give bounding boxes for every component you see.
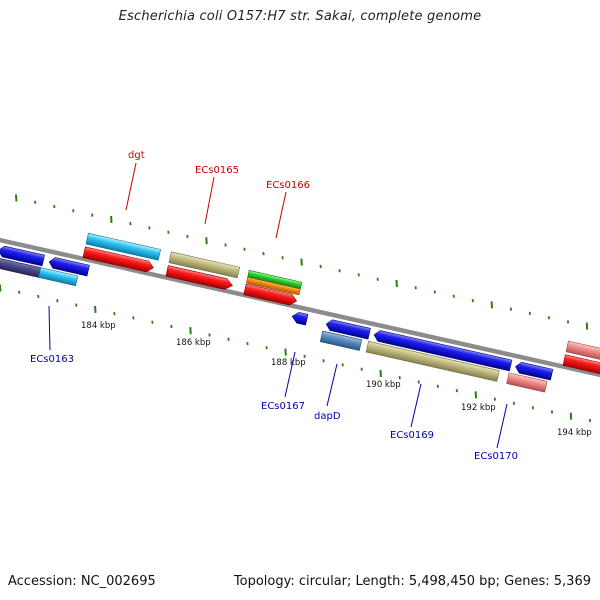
- gene-label-ecs0169[interactable]: ECs0169: [390, 430, 434, 441]
- gene-arrow-ecs0163[interactable]: [38, 267, 79, 287]
- gene-arrow-dapd[interactable]: [319, 330, 363, 351]
- gene-label-dgt[interactable]: dgt: [128, 150, 145, 161]
- gene-arrow-ecs0167[interactable]: [291, 311, 309, 326]
- ruler-ticks-upper: [15, 194, 589, 330]
- leader-line-dgt: [125, 162, 137, 211]
- gene-label-dapd[interactable]: dapD: [314, 411, 341, 422]
- leader-line-ecs0165: [204, 176, 215, 225]
- gene-label-ecs0167[interactable]: ECs0167: [261, 401, 305, 412]
- gene-arrow-left-blue-1[interactable]: [0, 245, 45, 267]
- ruler-label-186: 186 kbp: [176, 338, 211, 348]
- gene-arrow-lower-blue-b[interactable]: [373, 329, 513, 372]
- gene-arrow-ecs0165[interactable]: [168, 251, 241, 279]
- gene-label-ecs0170[interactable]: ECs0170: [474, 451, 518, 462]
- leader-line-ecs0163: [48, 305, 51, 351]
- gene-arrow-upper-red-2[interactable]: [165, 265, 234, 291]
- ruler-label-194: 194 kbp: [557, 428, 592, 438]
- leader-line-ecs0169: [410, 383, 422, 428]
- gene-arrow-left-blue-2[interactable]: [48, 256, 90, 277]
- ruler-label-192: 192 kbp: [461, 403, 496, 413]
- leader-line-ecs0166: [275, 191, 287, 239]
- gene-arrow-ecs0166-orange[interactable]: [245, 276, 301, 296]
- accession-text: Accession: NC_002695: [8, 574, 156, 589]
- leader-line-dapd: [326, 363, 338, 407]
- leader-line-ecs0170: [496, 403, 508, 449]
- ruler-label-190: 190 kbp: [366, 380, 401, 390]
- gene-arrow-ecs0169[interactable]: [365, 340, 500, 382]
- ruler-ticks-lower: [0, 284, 592, 423]
- gene-arrow-upper-red[interactable]: [82, 246, 155, 273]
- gene-label-ecs0165[interactable]: ECs0165: [195, 165, 239, 176]
- ruler-label-188: 188 kbp: [271, 358, 306, 368]
- gene-arrow-dgt[interactable]: [85, 232, 161, 261]
- gene-arrow-lower-blue-c[interactable]: [514, 361, 554, 381]
- ruler-label-184: 184 kbp: [81, 321, 116, 331]
- gene-arrow-ecs0170[interactable]: [506, 372, 548, 393]
- gene-arrow-upper-red-3[interactable]: [243, 283, 298, 306]
- gene-arrow-lower-blue-a[interactable]: [325, 319, 371, 340]
- leader-line-ecs0167: [284, 351, 296, 398]
- gene-label-ecs0163[interactable]: ECs0163: [30, 354, 74, 365]
- gene-label-ecs0166[interactable]: ECs0166: [266, 180, 310, 191]
- genome-summary-text: Topology: circular; Length: 5,498,450 bp…: [233, 574, 591, 589]
- genome-backbone: [0, 237, 600, 378]
- map-title: Escherichia coli O157:H7 str. Sakai, com…: [118, 9, 482, 24]
